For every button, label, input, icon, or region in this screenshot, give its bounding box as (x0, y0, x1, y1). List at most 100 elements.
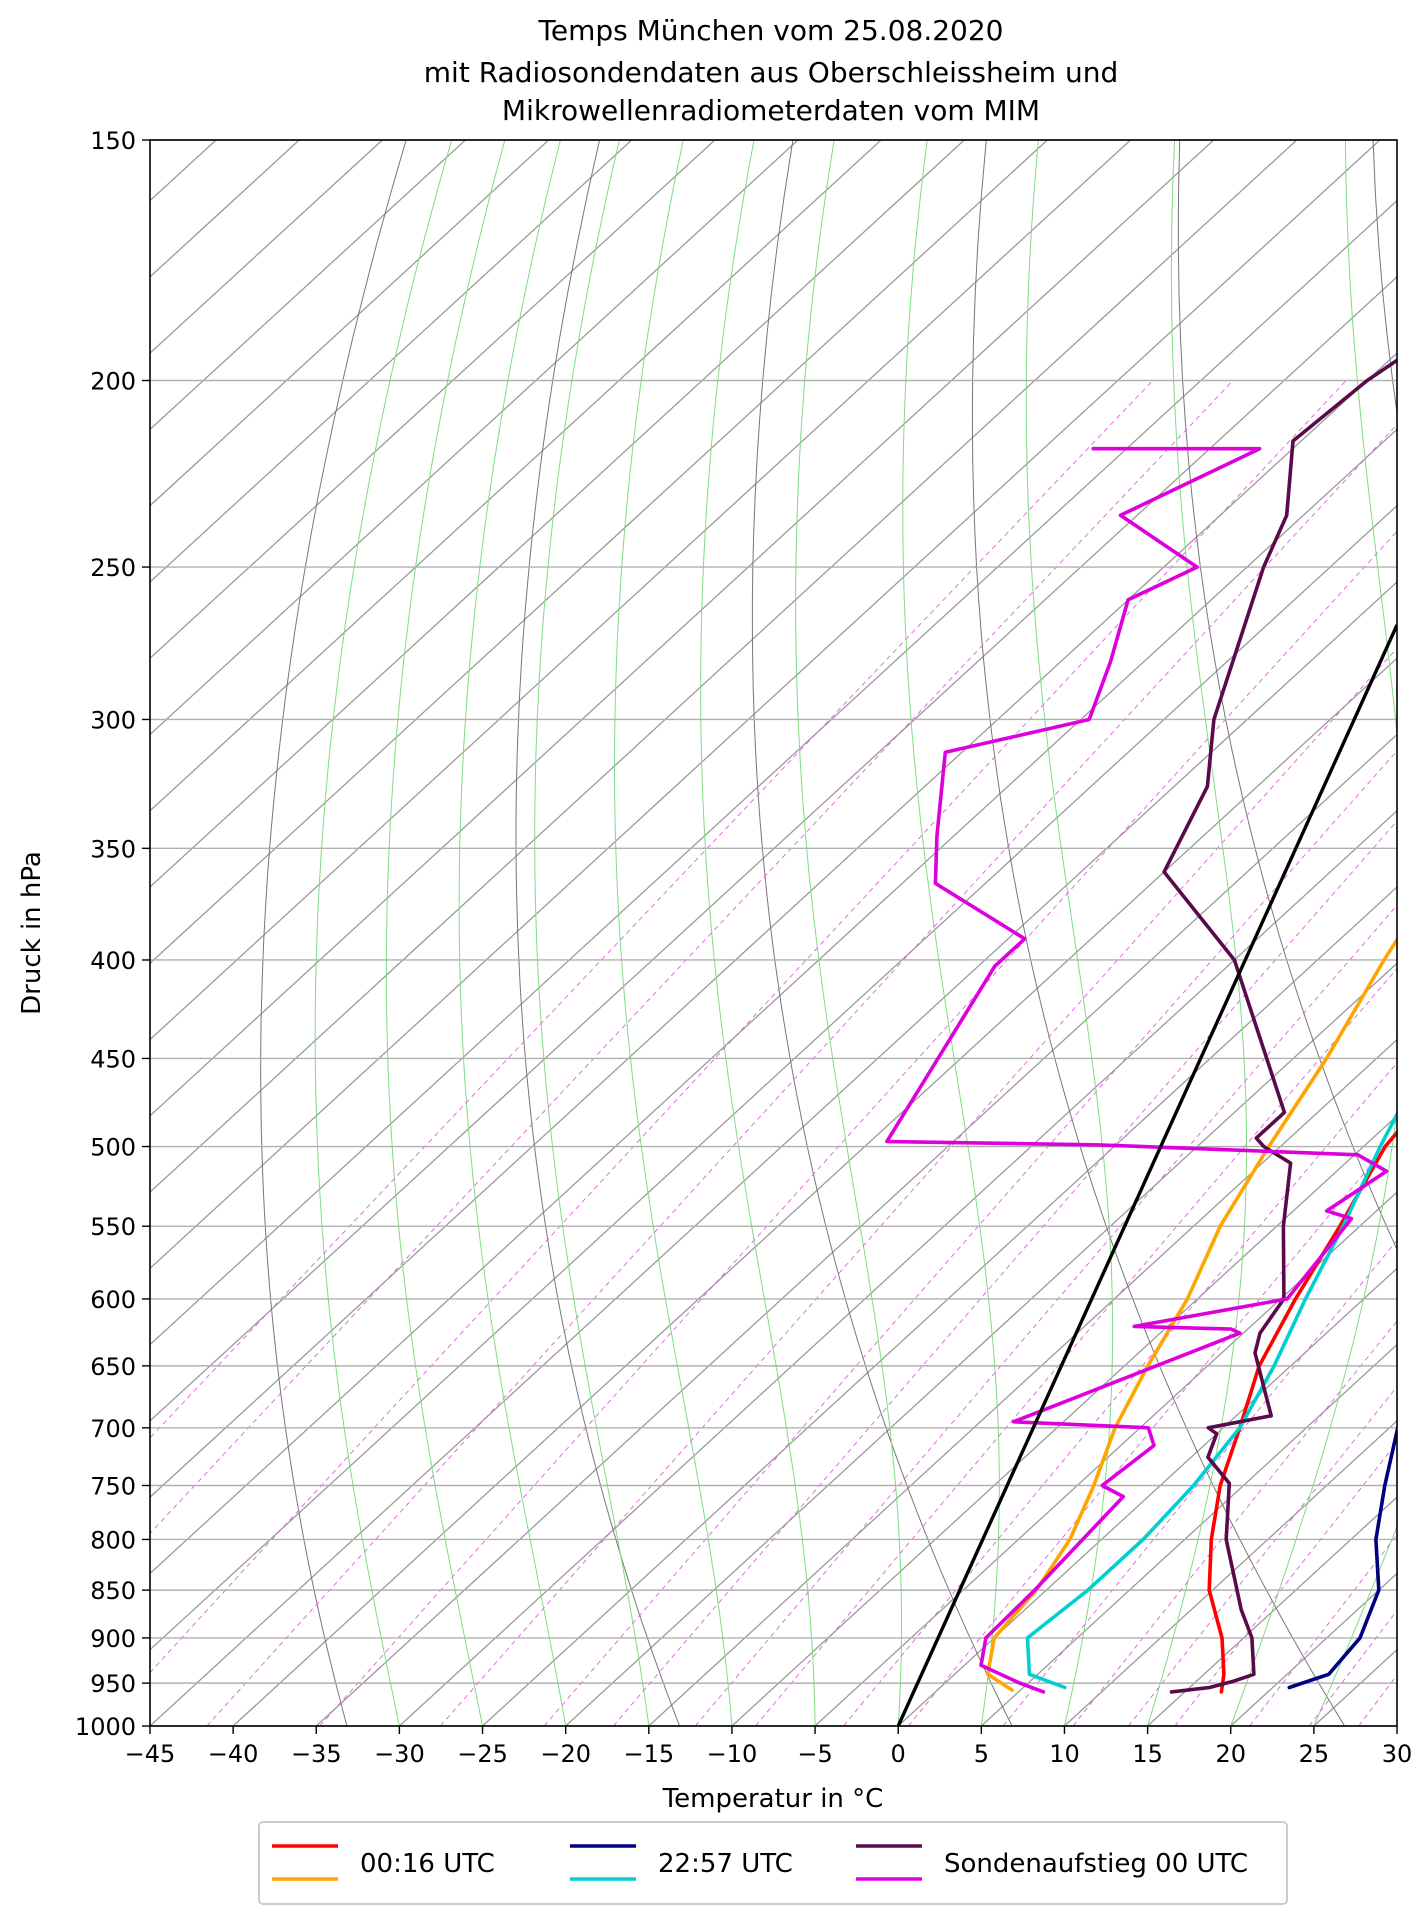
isotherm-line (731, 1114, 1397, 1726)
isotherm-line (980, 1343, 1397, 1726)
x-tick-label: −45 (125, 1740, 176, 1768)
chart-title: Temps München vom 25.08.2020 mit Radioso… (424, 14, 1118, 127)
dry-adiabat (1177, 140, 1397, 1251)
x-tick-label: −35 (291, 1740, 342, 1768)
x-tick-label: 25 (1299, 1740, 1330, 1768)
moist-adiabat (700, 140, 816, 1726)
series-line-22-57-utc-temperature (1287, 1424, 1397, 1690)
y-tick-label: 400 (90, 947, 136, 975)
plot-frame (149, 139, 1398, 1727)
mixing-ratio-line (1401, 381, 1427, 1727)
x-tick-label: −30 (374, 1740, 425, 1768)
reference-line (896, 624, 1397, 1726)
moist-adiabat (902, 140, 1000, 1726)
y-tick-label: 250 (90, 554, 136, 582)
dry-adiabat (260, 140, 407, 1726)
y-axis-ticks: 150 200 250 300 350 400 450 500 550 600 650 700 750 8… (75, 127, 150, 1741)
isotherm-line (565, 962, 1397, 1726)
dry-adiabat (515, 140, 681, 1726)
isotherm-line (150, 140, 799, 736)
dry-adiabat (751, 140, 1013, 1726)
x-tick-label: 0 (891, 1740, 906, 1768)
isotherm-line (150, 140, 1381, 1270)
x-tick-label: −25 (457, 1740, 508, 1768)
isotherm-line (150, 276, 1397, 1422)
isotherm-line (150, 140, 1298, 1193)
legend: 00:16 UTC 22:57 UTC Sondenaufstieg 00 UTC (258, 1821, 1288, 1905)
isotherm-line (150, 140, 1215, 1117)
chart-title-line-3: Mikrowellenradiometerdaten vom MIM (502, 94, 1040, 127)
y-tick-label: 300 (90, 706, 136, 734)
y-tick-label: 750 (90, 1472, 136, 1500)
x-tick-label: −20 (540, 1740, 591, 1768)
isotherm-line (1064, 1420, 1397, 1726)
isotherm-line (1396, 1725, 1397, 1726)
y-tick-label: 200 (90, 368, 136, 396)
isotherm-line (150, 140, 550, 507)
y-tick-label: 350 (90, 835, 136, 863)
x-tick-label: 5 (974, 1740, 989, 1768)
y-tick-label: 850 (90, 1577, 136, 1605)
moist-adiabat (458, 140, 567, 1726)
isotherm-line (232, 657, 1397, 1726)
series-line-sondenaufstieg-00-utc-dewpoint (885, 446, 1389, 1694)
mixing-ratio-line (150, 380, 1234, 1535)
x-tick-label: 20 (1215, 1740, 1246, 1768)
legend-label: 00:16 UTC (360, 1849, 495, 1879)
isotherm-line (150, 140, 383, 355)
y-tick-label: 650 (90, 1353, 136, 1381)
isotherm-line (150, 140, 716, 660)
pressure-gridlines (150, 139, 1397, 1727)
moist-adiabat (1025, 140, 1114, 1726)
isotherm-line (150, 140, 633, 583)
moist-adiabat (795, 140, 902, 1726)
moist-adiabat (1313, 1525, 1397, 1726)
isotherm-line (150, 140, 1048, 965)
moist-adiabat (385, 140, 506, 1726)
isotherm-line (315, 733, 1397, 1726)
isotherm-line (150, 428, 1397, 1575)
series-line-00-16-utc-temperature (1207, 1129, 1397, 1694)
series-line-sondenaufstieg-00-utc-temperature (1162, 358, 1397, 1694)
x-tick-label: 30 (1382, 1740, 1413, 1768)
legend-label: 22:57 UTC (658, 1849, 793, 1879)
x-tick-label: −15 (623, 1740, 674, 1768)
chart-title-line-2: mit Radiosondendaten aus Oberschleisshei… (424, 56, 1118, 89)
isotherm-line (150, 352, 1397, 1499)
isotherm-line (150, 140, 882, 812)
chart-title-line-1: Temps München vom 25.08.2020 (538, 14, 1004, 47)
moist-adiabat (534, 140, 650, 1726)
series-line-00-16-utc-dewpoint (985, 936, 1397, 1692)
y-tick-label: 800 (90, 1526, 136, 1554)
x-axis-label: Temperatur in °C (662, 1784, 884, 1814)
mixing-ratio-line (843, 1062, 1397, 1726)
mixing-ratio-line (150, 380, 1154, 1439)
isotherm-line (398, 809, 1397, 1726)
isotherm-line (482, 886, 1397, 1726)
y-tick-label: 550 (90, 1213, 136, 1241)
mixing-ratio-line (613, 820, 1397, 1726)
isotherm-line (150, 140, 466, 431)
y-tick-label: 1000 (75, 1713, 136, 1741)
mixing-ratio-line (440, 647, 1397, 1726)
mixing-ratio-line (1358, 1674, 1397, 1726)
y-tick-label: 900 (90, 1625, 136, 1653)
isotherm-line (150, 140, 1131, 1041)
y-tick-label: 500 (90, 1134, 136, 1162)
x-tick-label: 15 (1132, 1740, 1163, 1768)
isotherm-line (648, 1038, 1397, 1726)
y-tick-label: 450 (90, 1045, 136, 1073)
series-line-22-57-utc-dewpoint (1025, 1110, 1397, 1690)
isotherm-line (150, 140, 965, 888)
isotherm-line (897, 1267, 1397, 1726)
x-tick-label: 10 (1049, 1740, 1080, 1768)
y-tick-label: 700 (90, 1415, 136, 1443)
profile-series (885, 358, 1397, 1726)
x-tick-label: −5 (797, 1740, 832, 1768)
moist-adiabat (314, 140, 453, 1726)
mixing-ratio-line (1072, 1320, 1397, 1726)
moist-adiabat (614, 140, 733, 1726)
moist-adiabat (1230, 140, 1397, 1726)
mixing-ratio-line (543, 750, 1397, 1726)
